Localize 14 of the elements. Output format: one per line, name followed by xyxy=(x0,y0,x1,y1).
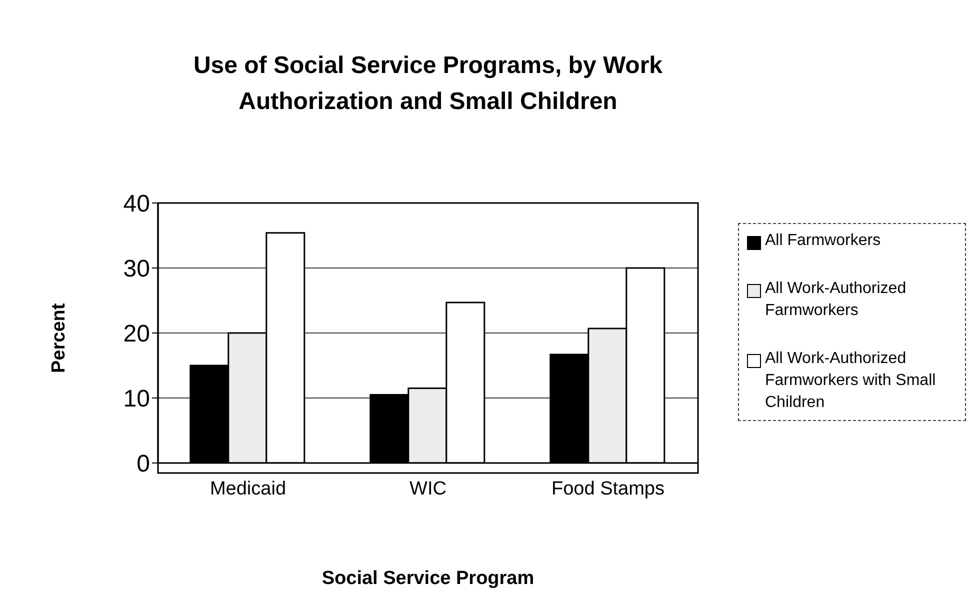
chart-title: Use of Social Service Programs, by Work Authorization and Small Children xyxy=(192,51,664,117)
y-tick-label: 20 xyxy=(123,320,150,348)
legend-label: All Farmworkers xyxy=(765,231,881,251)
legend-label: All Work-Authorized Farmworkers xyxy=(765,279,908,321)
legend-label: All Work-Authorized Farmworkers with Small Children xyxy=(765,349,937,413)
x-axis-title: Social Service Program xyxy=(320,568,536,590)
x-tick-label: Medicaid xyxy=(210,478,286,500)
x-tick-label: WIC xyxy=(410,478,446,500)
y-tick-label: 30 xyxy=(123,256,150,283)
y-axis-title: Percent xyxy=(48,302,70,373)
y-tick-label: 40 xyxy=(123,190,150,218)
y-tick-label: 0 xyxy=(136,450,150,478)
y-tick-label: 10 xyxy=(123,386,150,413)
x-tick-label: Food Stamps xyxy=(552,478,664,500)
